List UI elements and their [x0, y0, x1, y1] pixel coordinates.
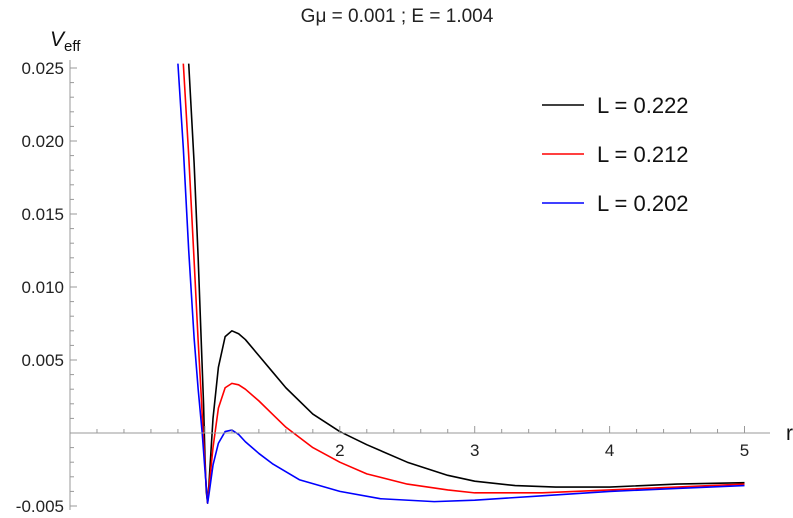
legend-label-2: L = 0.212	[597, 142, 689, 167]
y-tick-label: 0.020	[21, 132, 64, 151]
plot-lines	[177, 63, 745, 504]
y-axis-ticks: 0.025 0.020 0.015 0.010 0.005 -0.005	[16, 59, 77, 516]
legend-label-3: L = 0.202	[597, 191, 689, 216]
y-tick-label: 0.015	[21, 205, 64, 224]
series-line-1	[187, 63, 745, 504]
legend-label-1: L = 0.222	[597, 93, 689, 118]
x-axis-label: r	[786, 422, 793, 445]
x-axis-ticks: 2 3 4 5	[96, 426, 749, 460]
y-tick-label: 0.010	[21, 278, 64, 297]
y-tick-label: 0.005	[21, 351, 64, 370]
y-axis-label: Veff	[50, 28, 81, 55]
y-axis-label-subscript: eff	[64, 38, 81, 55]
y-tick-label: 0.025	[21, 59, 64, 78]
x-tick-label: 4	[605, 441, 614, 460]
series-line-3	[177, 63, 745, 504]
x-tick-label: 2	[335, 441, 344, 460]
chart-title: Gμ = 0.001 ; E = 1.004	[301, 6, 494, 27]
legend: L = 0.222 L = 0.212 L = 0.202	[542, 93, 689, 216]
x-tick-label: 5	[740, 441, 749, 460]
series-line-2	[182, 63, 745, 504]
y-tick-label: -0.005	[16, 497, 64, 516]
y-axis-label-main: V	[50, 28, 66, 51]
x-tick-label: 3	[470, 441, 479, 460]
